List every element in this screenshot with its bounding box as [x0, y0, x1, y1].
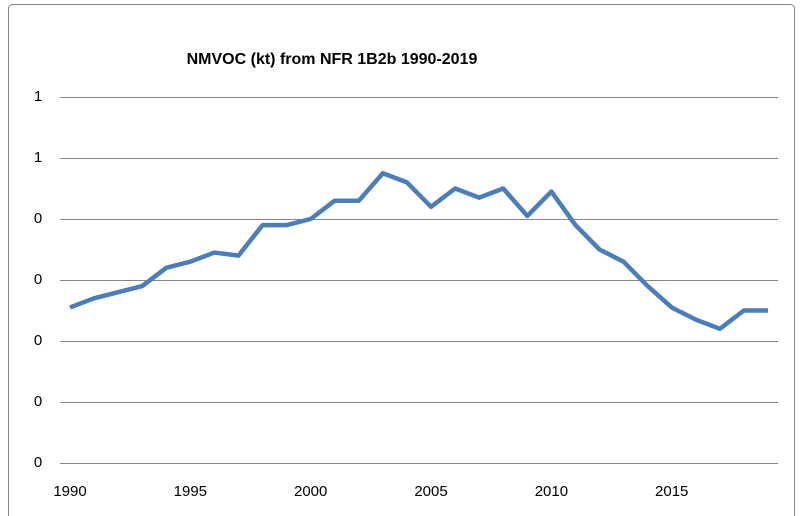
- chart-title: NMVOC (kt) from NFR 1B2b 1990-2019: [187, 51, 478, 68]
- x-tick-label: 2000: [294, 483, 327, 500]
- x-tick-label: 2010: [535, 483, 568, 500]
- x-tick-label: 2015: [655, 483, 688, 500]
- y-tick-label: 1: [34, 88, 42, 105]
- y-tick-label: 0: [34, 393, 42, 410]
- y-tick-label: 1: [34, 149, 42, 166]
- y-tick-label: 0: [34, 271, 42, 288]
- x-tick-label: 2005: [414, 483, 447, 500]
- y-tick-label: 0: [34, 332, 42, 349]
- y-tick-label: 0: [34, 210, 42, 227]
- x-tick-label: 1990: [53, 483, 86, 500]
- y-tick-label: 0: [34, 454, 42, 471]
- chart-border: [8, 4, 795, 516]
- data-line: [69, 171, 768, 332]
- x-tick-label: 1995: [174, 483, 207, 500]
